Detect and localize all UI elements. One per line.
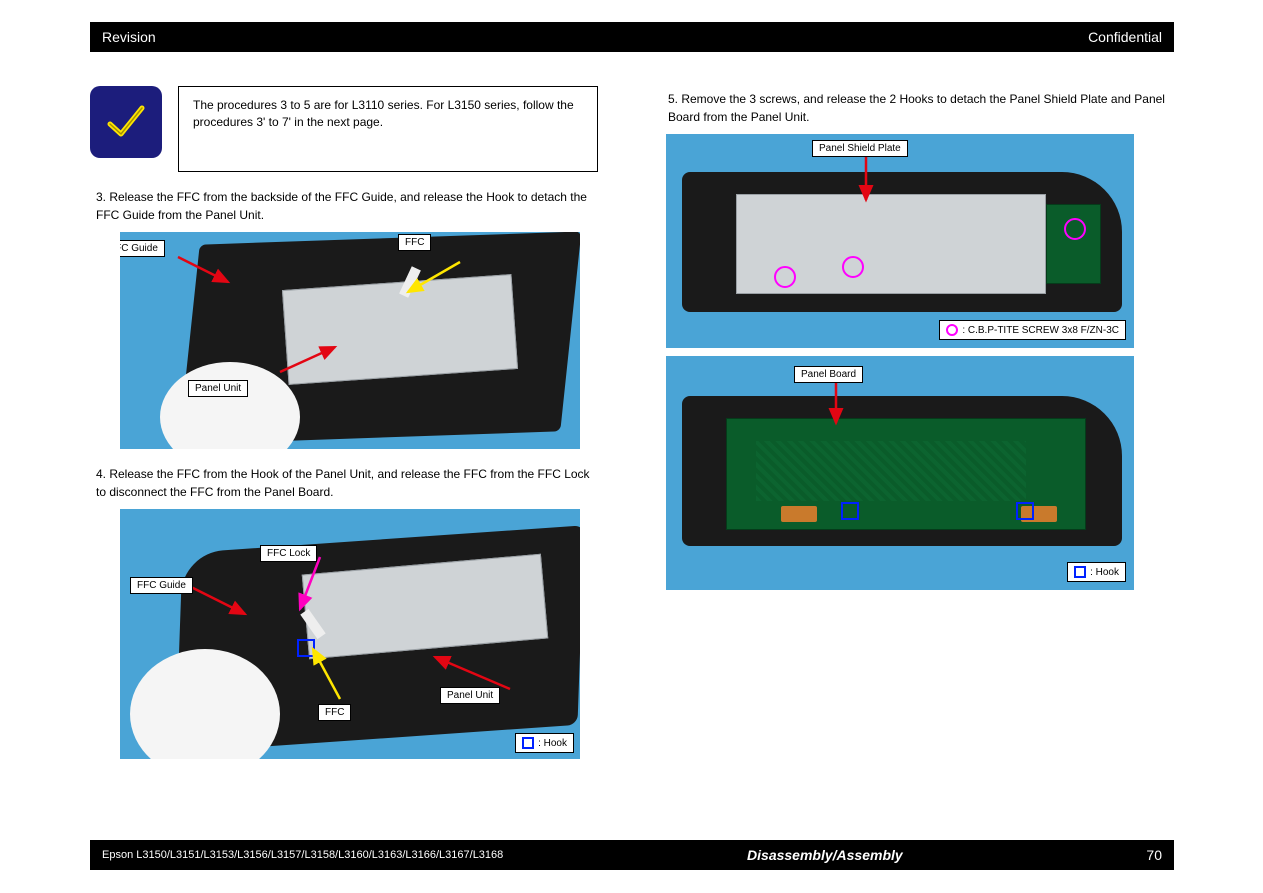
- step-3-text: 3. Release the FFC from the backside of …: [96, 188, 602, 224]
- arrow-red-icon: [816, 378, 856, 433]
- square-icon: [1074, 566, 1086, 578]
- caption-screw-text: : C.B.P-TITE SCREW 3x8 F/ZN-3C: [962, 325, 1119, 336]
- arrow-yellow-icon: [400, 252, 490, 302]
- caption-screw: : C.B.P-TITE SCREW 3x8 F/ZN-3C: [939, 320, 1126, 340]
- label-panel-unit: Panel Unit: [440, 687, 500, 704]
- footer-chapter: Disassembly/Assembly: [747, 847, 903, 863]
- circle-icon: [946, 324, 958, 336]
- caption-hook: : Hook: [515, 733, 574, 753]
- step-4-text: 4. Release the FFC from the Hook of the …: [96, 465, 602, 501]
- label-ffc-guide: FFC Guide: [130, 577, 193, 594]
- label-panel-board: Panel Board: [794, 366, 863, 383]
- label-ffc: FFC: [398, 234, 431, 251]
- figure-ffc-guide-release: FFC Guide Panel Unit FFC: [120, 232, 580, 449]
- arrow-red-icon: [168, 242, 268, 302]
- header-left: Revision: [102, 29, 156, 45]
- check-icon: [104, 100, 148, 144]
- checkpoint-note: The procedures 3 to 5 are for L3110 seri…: [90, 86, 602, 172]
- step-5-text: 5. Remove the 3 screws, and release the …: [668, 90, 1174, 126]
- footer-page: 70: [1146, 847, 1162, 863]
- figure-panel-shield-plate: Panel Shield Plate : C.B.P-TITE SCREW 3x…: [666, 134, 1134, 348]
- arrow-red-icon: [270, 332, 360, 387]
- arrow-red-icon: [846, 152, 886, 212]
- label-ffc-lock: FFC Lock: [260, 545, 317, 562]
- label-panel-shield-plate: Panel Shield Plate: [812, 140, 908, 157]
- footer-bar: Epson L3150/L3151/L3153/L3156/L3157/L315…: [90, 840, 1174, 870]
- label-ffc: FFC: [318, 704, 351, 721]
- label-ffc-guide: FFC Guide: [120, 240, 165, 257]
- left-column: The procedures 3 to 5 are for L3110 seri…: [90, 68, 602, 828]
- header-right: Confidential: [1088, 29, 1162, 45]
- checkpoint-badge: [90, 86, 162, 158]
- label-panel-unit: Panel Unit: [188, 380, 248, 397]
- footer-model: Epson L3150/L3151/L3153/L3156/L3157/L315…: [102, 849, 503, 861]
- checkpoint-text-box: The procedures 3 to 5 are for L3110 seri…: [178, 86, 598, 172]
- checkpoint-text: The procedures 3 to 5 are for L3110 seri…: [193, 98, 574, 129]
- header-bar: Revision Confidential: [90, 22, 1174, 52]
- right-column: 5. Remove the 3 screws, and release the …: [662, 68, 1174, 828]
- page-body: The procedures 3 to 5 are for L3110 seri…: [90, 68, 1174, 828]
- caption-hook-text: : Hook: [1090, 567, 1119, 578]
- square-icon: [522, 737, 534, 749]
- figure-panel-board: Panel Board : Hook: [666, 356, 1134, 590]
- figure-ffc-lock-release: FFC Guide FFC Lock Panel Unit FFC : Hook: [120, 509, 580, 759]
- caption-hook-text: : Hook: [538, 738, 567, 749]
- arrow-red-icon: [165, 559, 275, 629]
- caption-hook: : Hook: [1067, 562, 1126, 582]
